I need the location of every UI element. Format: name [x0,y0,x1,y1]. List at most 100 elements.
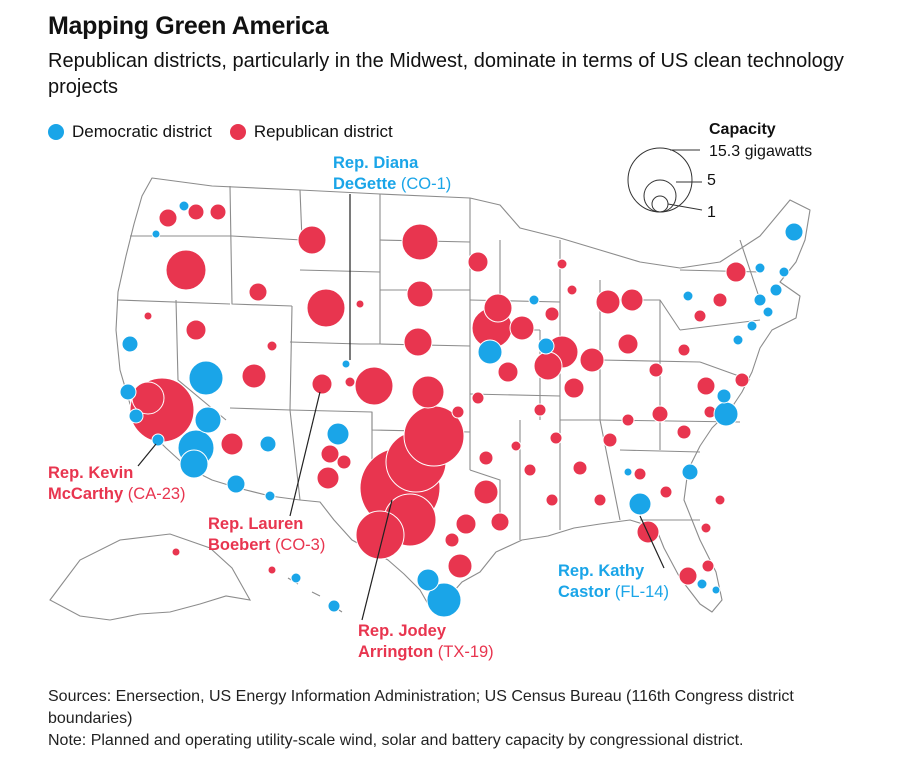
district-circle [682,290,694,302]
capacity-leader-small [667,203,703,211]
district-circle [455,513,477,535]
district-circle [602,432,618,448]
district-circle [209,203,227,221]
district-circle [677,343,691,357]
chart-title: Mapping Green America [48,12,329,40]
district-circle [311,373,333,395]
district-circle [226,474,246,494]
district-circle [178,200,190,212]
callout-boebert: Rep. Lauren Boebert (CO-3) [208,514,325,556]
callout-degette-name-1: Rep. Diana [333,154,419,172]
callout-degette-code: (CO-1) [400,175,452,193]
district-circle [267,565,277,575]
leader-castor [639,515,665,569]
district-circle [327,599,341,613]
district-circle [713,401,739,427]
alaska-outline [49,533,252,621]
footer-note: Note: Planned and operating utility-scal… [48,732,744,749]
district-circle [712,292,728,308]
district-circle-fl14 [628,492,652,516]
callout-leaders [137,194,665,621]
district-circle [648,362,664,378]
callout-degette-name-2: DeGette [333,175,397,193]
district-circle [355,510,405,560]
callout-arrington-code: (TX-19) [437,643,494,661]
callout-mccarthy: Rep. Kevin McCarthy (CA-23) [48,463,186,505]
district-circle [187,203,205,221]
capacity-circles [119,200,804,618]
district-circle [158,208,178,228]
district-circle [478,450,494,466]
district-circle [316,466,340,490]
democratic-swatch [48,124,64,140]
district-circle [497,361,519,383]
capacity-size-legend [627,147,703,213]
district-circle [483,293,513,323]
district-circle [266,340,278,352]
callout-arrington-name-1: Rep. Jodey [358,622,447,640]
callout-boebert-name-1: Rep. Lauren [208,515,304,533]
republican-swatch [229,124,246,140]
capacity-circle-small [651,195,669,213]
district-circle [659,485,673,499]
district-circle [188,360,224,396]
legend-democratic-label: Democratic district [72,122,212,141]
district-circle [714,494,726,506]
district-circle [326,422,350,446]
district-circle [297,225,327,255]
district-circle [194,406,222,434]
capacity-small-label: 1 [707,204,716,221]
district-circle [179,449,209,479]
callout-boebert-name-2: Boebert [208,536,271,554]
district-circle [701,559,715,573]
district-circle [336,454,352,470]
district-circle [490,512,510,532]
district-circle [451,405,465,419]
us-outline [115,177,811,617]
district-circle [119,383,137,401]
callout-mccarthy-name-2: McCarthy [48,485,124,503]
district-circle [220,432,244,456]
district-circle [572,460,588,476]
callout-castor-name-1: Rep. Kathy [558,562,645,580]
district-circle [426,582,462,618]
district-circle [696,376,716,396]
district-circle [753,293,767,307]
district-circle [523,463,537,477]
district-circle [545,493,559,507]
district-circle [754,262,766,274]
callout-castor-code: (FL-14) [614,583,669,601]
district-circle [617,333,639,355]
district-circle [725,261,747,283]
district-circle [259,435,277,453]
district-circle [151,433,165,447]
district-circle [620,288,644,312]
district-circle [171,547,181,557]
district-circle [528,294,540,306]
district-circle [746,320,758,332]
district-circle [732,334,744,346]
callout-castor-name-2: Castor [558,583,611,601]
district-circle [734,372,750,388]
us-map [49,147,811,621]
district-circle [621,413,635,427]
district-circle [185,319,207,341]
district-circle [165,249,207,291]
callout-castor: Rep. Kathy Castor (FL-14) [558,561,669,603]
district-circle [401,223,439,261]
district-circle [344,376,356,388]
district-circle [354,366,394,406]
district-circle [579,347,605,373]
district-circle [320,444,340,464]
callout-degette: Rep. Diana DeGette (CO-1) [333,153,451,195]
district-circle [355,299,365,309]
district-circle [716,388,732,404]
district-circle [711,585,721,595]
state-outlines [115,177,811,617]
district-circle [447,553,473,579]
district-circle [537,337,555,355]
district-circle [509,315,535,341]
district-circle [678,566,698,586]
district-circle [411,375,445,409]
district-circle [700,522,712,534]
